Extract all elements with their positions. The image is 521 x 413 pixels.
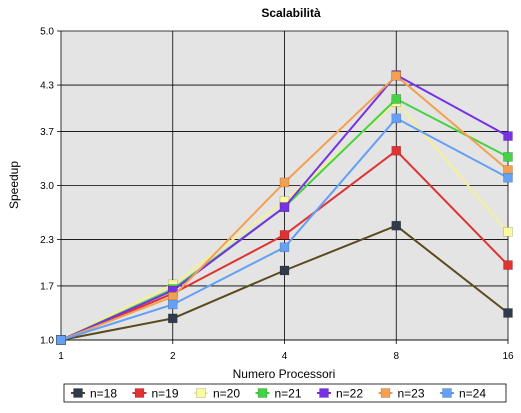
legend-item: n=20 (194, 387, 240, 401)
y-axis: 1.0 1.7 2.3 3.0 3.7 4.3 5.0 (40, 27, 62, 347)
data-point (391, 71, 402, 81)
data-point (279, 265, 290, 276)
legend-item: n=24 (440, 387, 486, 401)
legend-box (63, 383, 507, 403)
data-point (503, 131, 513, 141)
series-layer (56, 70, 513, 345)
legend-item: n=18 (71, 387, 117, 401)
legend-item: n=19 (132, 387, 179, 401)
x-tick-label: 16 (502, 351, 514, 362)
y-tick-label: 4.3 (40, 81, 54, 92)
grid-lines (61, 30, 509, 341)
legend-swatch-marker (73, 388, 83, 398)
legend-swatch-marker (134, 388, 145, 398)
data-point (279, 230, 290, 240)
data-point (167, 313, 178, 324)
y-tick-label: 5.0 (40, 27, 54, 38)
legend-label: n=23 (398, 387, 425, 401)
legend-item: n=22 (317, 387, 363, 401)
legend-label: n=21 (275, 387, 302, 401)
data-point (503, 152, 513, 162)
x-tick-label: 4 (282, 351, 288, 362)
legend-swatch-marker (196, 388, 206, 398)
data-point (391, 113, 402, 124)
data-point (279, 242, 290, 253)
legend-swatch-marker (319, 388, 329, 398)
legend-item: n=21 (255, 387, 302, 401)
legend-label: n=20 (213, 387, 240, 401)
chart-title: Scalabilità (261, 6, 321, 20)
legend: n=18 n=19 n=20 n=21 n=22 n=23 n=24 (71, 387, 486, 401)
y-tick-label: 1.7 (40, 281, 54, 292)
y-tick-label: 1.0 (40, 336, 54, 347)
data-point (167, 299, 178, 310)
y-axis-title: Speedup (7, 161, 21, 209)
x-tick-label: 2 (170, 351, 176, 362)
legend-label: n=22 (336, 387, 363, 401)
legend-swatch-marker (380, 388, 391, 398)
data-point (503, 308, 513, 318)
data-point (391, 220, 402, 231)
data-point (503, 260, 513, 270)
legend-label: n=18 (90, 387, 117, 401)
data-point (279, 177, 290, 188)
data-point (503, 172, 513, 183)
data-point (503, 227, 513, 237)
legend-swatch-marker (442, 388, 452, 398)
y-tick-label: 3.0 (40, 181, 54, 192)
data-point (391, 145, 402, 156)
legend-swatch-marker (257, 388, 268, 398)
data-point (56, 335, 66, 345)
x-tick-label: 8 (393, 351, 399, 362)
data-point (391, 94, 402, 104)
legend-label: n=19 (152, 387, 179, 401)
legend-label: n=24 (459, 387, 486, 401)
legend-item: n=23 (378, 387, 425, 401)
y-tick-label: 2.3 (40, 235, 54, 246)
data-point (279, 202, 290, 212)
series-n-24 (56, 113, 513, 345)
x-axis: 1 2 4 8 16 (58, 339, 514, 362)
y-tick-label: 3.7 (40, 127, 54, 138)
x-axis-title: Numero Processori (233, 367, 336, 381)
x-tick-label: 1 (58, 351, 64, 362)
